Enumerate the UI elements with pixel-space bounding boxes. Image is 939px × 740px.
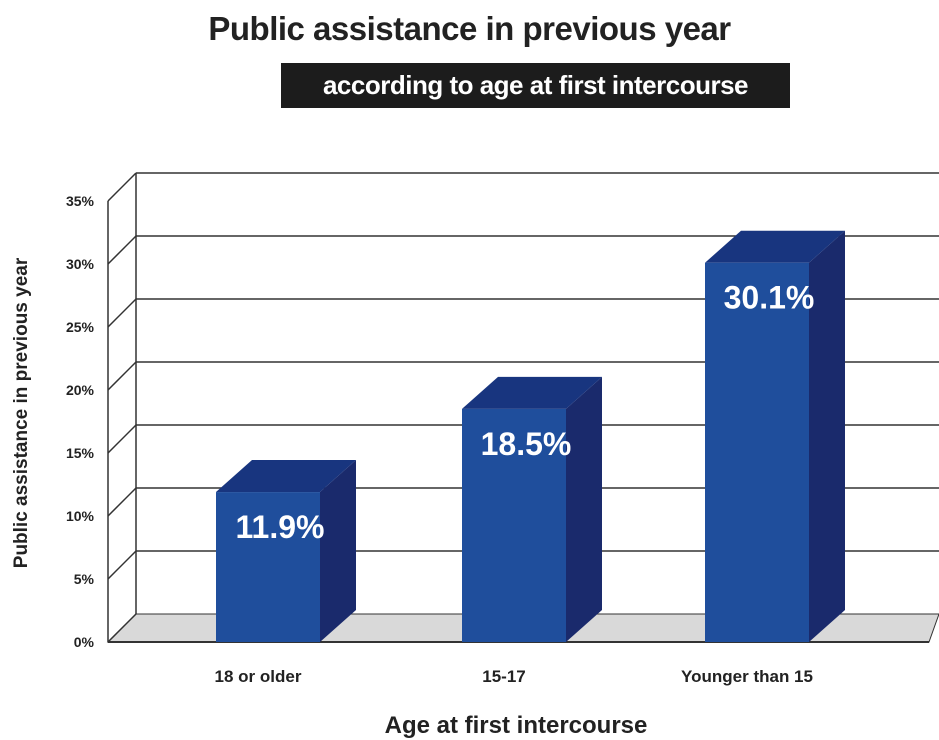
gridline-diagonal: [107, 172, 137, 202]
bar-top: [216, 460, 356, 493]
x-axis-title: Age at first intercourse: [385, 712, 648, 739]
bar: [705, 262, 809, 642]
gridline-diagonal: [107, 487, 137, 517]
gridline-diagonal: [107, 235, 137, 265]
gridline-diagonal: [107, 613, 137, 643]
y-tick-label: 30%: [66, 256, 95, 272]
chart-subtitle: according to age at first intercourse: [281, 63, 790, 108]
gridline-diagonal: [107, 550, 137, 580]
bars-layer: [216, 230, 845, 643]
y-tick-label: 35%: [66, 193, 95, 209]
chart-title: Public assistance in previous year: [208, 10, 731, 47]
y-tick-label: 20%: [66, 382, 95, 398]
x-tick-label: 15-17: [482, 667, 525, 686]
labels-layer: 0% 5% 10% 15% 20% 25% 30% 35% 11.9% 18 or older 18…: [66, 193, 814, 686]
y-tick-label: 5%: [74, 571, 95, 587]
x-tick-label: 18 or older: [215, 667, 302, 686]
data-label: 30.1%: [724, 280, 815, 316]
bar-side: [320, 460, 356, 642]
y-tick-label: 10%: [66, 508, 95, 524]
gridline-diagonal: [107, 424, 137, 454]
x-tick-label: Younger than 15: [681, 667, 813, 686]
bar-top: [705, 230, 845, 263]
bar-side: [809, 230, 845, 643]
gridline-diagonal: [107, 361, 137, 391]
y-tick-label: 25%: [66, 319, 95, 335]
y-tick-label: 0%: [74, 634, 95, 650]
bar: [462, 408, 566, 642]
gridline-diagonal: [107, 298, 137, 328]
y-tick-label: 15%: [66, 445, 95, 461]
data-label: 11.9%: [236, 509, 325, 545]
y-axis-title: Public assistance in previous year: [11, 257, 32, 568]
bar: [216, 492, 320, 642]
bar-top: [462, 376, 602, 409]
bar-side: [566, 376, 602, 642]
data-label: 18.5%: [481, 426, 572, 462]
